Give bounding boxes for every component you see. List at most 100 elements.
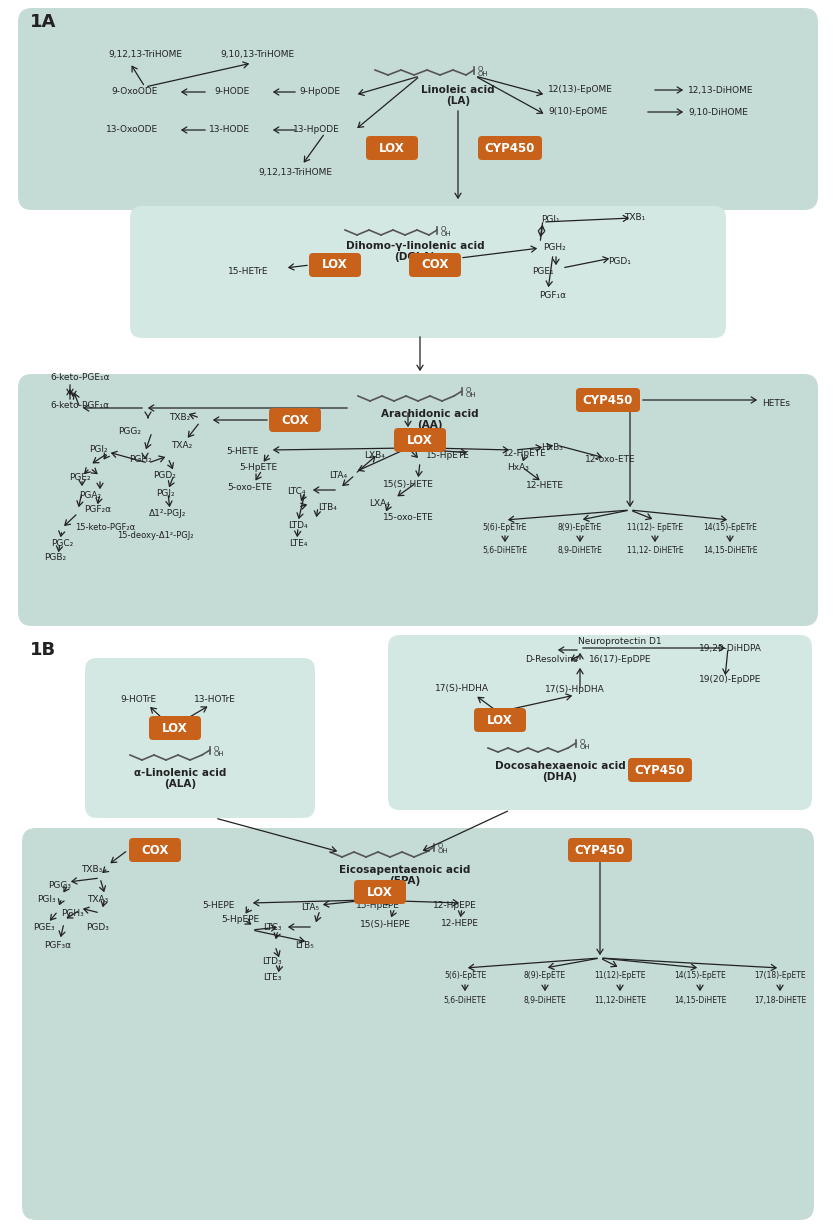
Text: 17,18-DiHETE: 17,18-DiHETE <box>754 995 806 1004</box>
Text: D-Resolvins: D-Resolvins <box>526 655 579 664</box>
Text: 5-oxo-ETE: 5-oxo-ETE <box>227 483 273 492</box>
Text: Docosahexaenoic acid: Docosahexaenoic acid <box>495 761 625 771</box>
Text: 5-HETE: 5-HETE <box>226 447 258 457</box>
Text: 5,6-DiHETrE: 5,6-DiHETrE <box>482 546 528 554</box>
Text: 5-HpETE: 5-HpETE <box>239 463 277 473</box>
Text: PGD₂: PGD₂ <box>154 472 176 480</box>
Text: OH: OH <box>478 71 488 76</box>
Text: PGE₁: PGE₁ <box>533 267 553 276</box>
Text: PGG₃: PGG₃ <box>48 882 72 891</box>
Text: 5(6)-EpETE: 5(6)-EpETE <box>444 971 486 979</box>
Text: OH: OH <box>466 392 477 398</box>
Text: OH: OH <box>214 752 225 756</box>
Text: LTD₄: LTD₄ <box>288 521 308 531</box>
Text: OH: OH <box>580 744 590 750</box>
Text: 16(17)-EpDPE: 16(17)-EpDPE <box>589 655 651 664</box>
Text: 1A: 1A <box>30 14 56 31</box>
Text: PGI₁: PGI₁ <box>541 216 559 224</box>
Text: 9,12,13-TriHOME: 9,12,13-TriHOME <box>108 51 182 59</box>
Text: 9(10)-EpOME: 9(10)-EpOME <box>548 107 607 117</box>
Text: LTA₄: LTA₄ <box>329 471 347 479</box>
Text: O: O <box>580 739 585 745</box>
Text: 19(20)-EpDPE: 19(20)-EpDPE <box>699 675 762 685</box>
Text: PGH₂: PGH₂ <box>543 244 566 253</box>
FancyBboxPatch shape <box>394 428 446 452</box>
FancyBboxPatch shape <box>628 758 692 782</box>
Text: Neuroprotectin D1: Neuroprotectin D1 <box>579 637 662 647</box>
Text: Linoleic acid: Linoleic acid <box>421 85 495 95</box>
Text: α-Linolenic acid: α-Linolenic acid <box>134 768 227 777</box>
Text: 5-HpEPE: 5-HpEPE <box>221 915 259 924</box>
Text: (AA): (AA) <box>417 420 443 430</box>
FancyBboxPatch shape <box>309 253 361 277</box>
Text: PGE₃: PGE₃ <box>33 924 55 933</box>
Text: 11,12- DiHETrE: 11,12- DiHETrE <box>627 546 683 554</box>
FancyBboxPatch shape <box>149 716 201 740</box>
FancyBboxPatch shape <box>129 838 181 862</box>
Text: 9,12,13-TriHOME: 9,12,13-TriHOME <box>258 168 332 176</box>
FancyBboxPatch shape <box>85 658 315 818</box>
Text: 19,20-DiHDPA: 19,20-DiHDPA <box>699 643 762 653</box>
Text: Eicosapentaenoic acid: Eicosapentaenoic acid <box>339 865 471 875</box>
Text: TXB₃: TXB₃ <box>81 866 103 875</box>
Text: HxB₃: HxB₃ <box>541 444 563 452</box>
Text: 5,6-DiHETE: 5,6-DiHETE <box>444 995 487 1004</box>
Text: TXB₁: TXB₁ <box>624 213 645 223</box>
Text: (ALA): (ALA) <box>164 779 196 788</box>
Text: Dihomo-γ-linolenic acid: Dihomo-γ-linolenic acid <box>346 241 484 251</box>
Text: PGD₁: PGD₁ <box>609 257 631 266</box>
Text: LTA₅: LTA₅ <box>301 903 319 913</box>
Text: (DHA): (DHA) <box>543 772 578 782</box>
Text: 12-HETE: 12-HETE <box>526 480 564 489</box>
Text: COX: COX <box>281 414 308 426</box>
Text: O: O <box>214 747 219 752</box>
Text: 15(S)-HEPE: 15(S)-HEPE <box>359 919 410 929</box>
FancyBboxPatch shape <box>474 708 526 732</box>
Text: 14(15)-EpETrE: 14(15)-EpETrE <box>703 522 757 531</box>
Text: 15-HpEPE: 15-HpEPE <box>356 902 400 910</box>
Text: 17(S)-HDHA: 17(S)-HDHA <box>435 684 489 692</box>
Text: (DGLA): (DGLA) <box>395 253 436 262</box>
Text: LTC₃: LTC₃ <box>263 924 281 933</box>
FancyBboxPatch shape <box>478 136 542 160</box>
Text: CYP450: CYP450 <box>485 142 535 154</box>
Text: 9-HOTrE: 9-HOTrE <box>120 696 156 705</box>
Text: O: O <box>441 225 446 232</box>
Text: PGE₂: PGE₂ <box>69 473 91 483</box>
Text: Arachidonic acid: Arachidonic acid <box>381 409 479 419</box>
Text: 8,9-DiHETE: 8,9-DiHETE <box>523 995 566 1004</box>
Text: 11(12)-EpETE: 11(12)-EpETE <box>594 971 645 979</box>
Text: 12-oxo-ETE: 12-oxo-ETE <box>584 456 635 464</box>
Text: LOX: LOX <box>367 886 393 898</box>
Text: 17(S)-HpDHA: 17(S)-HpDHA <box>545 685 605 695</box>
Text: (EPA): (EPA) <box>390 876 421 886</box>
Text: PGA₂: PGA₂ <box>79 490 101 499</box>
Text: LTE₃: LTE₃ <box>263 973 281 982</box>
Text: TXA₃: TXA₃ <box>88 896 109 904</box>
Text: CYP450: CYP450 <box>635 764 686 776</box>
Text: HxA₃: HxA₃ <box>507 463 529 473</box>
Text: 13-HODE: 13-HODE <box>209 126 250 134</box>
Text: PGH₂: PGH₂ <box>129 456 151 464</box>
Text: LOX: LOX <box>487 713 512 727</box>
Text: LTE₄: LTE₄ <box>288 538 307 547</box>
Text: TXA₂: TXA₂ <box>171 441 192 450</box>
FancyBboxPatch shape <box>18 375 818 626</box>
Text: (LA): (LA) <box>446 96 470 106</box>
Text: 12-HpETE: 12-HpETE <box>503 448 547 457</box>
FancyBboxPatch shape <box>269 408 321 432</box>
Text: 15-HpETE: 15-HpETE <box>426 451 470 460</box>
Text: 13-HpODE: 13-HpODE <box>293 126 340 134</box>
Text: LTB₄: LTB₄ <box>319 504 338 513</box>
FancyBboxPatch shape <box>354 880 406 904</box>
Text: 6-keto-PGF₁α: 6-keto-PGF₁α <box>50 400 110 409</box>
Text: LTC₄: LTC₄ <box>287 488 305 496</box>
Text: O: O <box>478 67 483 71</box>
FancyBboxPatch shape <box>366 136 418 160</box>
Text: PGI₂: PGI₂ <box>89 446 107 455</box>
Text: 14,15-DiHETE: 14,15-DiHETE <box>674 995 726 1004</box>
Text: PGF₂α: PGF₂α <box>84 505 111 515</box>
Text: LTB₅: LTB₅ <box>296 940 314 950</box>
Text: 13-HOTrE: 13-HOTrE <box>194 696 236 705</box>
Text: 11,12-DiHETE: 11,12-DiHETE <box>594 995 646 1004</box>
